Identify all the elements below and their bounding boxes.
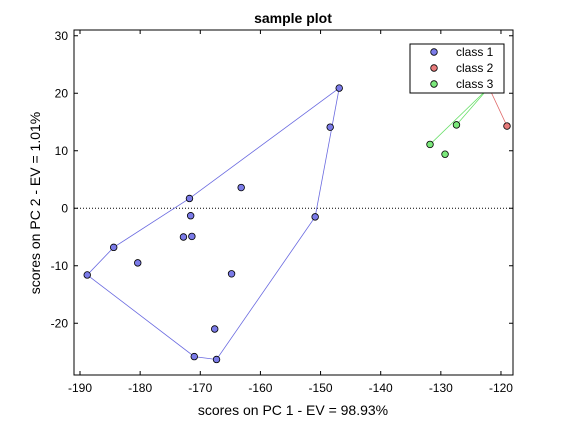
x-tick-label: -120 (489, 381, 513, 395)
x-tick-label: -140 (369, 381, 393, 395)
plot-area (74, 84, 513, 364)
hull-outline-series-0 (86, 87, 340, 360)
legend-marker-0 (430, 48, 438, 56)
legend-marker-2 (430, 80, 438, 88)
data-point-series-2-0 (452, 121, 461, 129)
data-point-series-0-12 (211, 325, 219, 333)
data-point-series-0-13 (190, 352, 198, 361)
y-tick-label: 0 (61, 201, 68, 215)
x-tick-label: -170 (188, 381, 212, 395)
data-point-series-2-2 (426, 140, 434, 149)
legend-box (409, 43, 505, 94)
y-tick-label: -10 (51, 259, 69, 273)
hull-layer (86, 87, 508, 360)
data-point-series-0-4 (185, 194, 194, 203)
x-tick-label: -130 (429, 381, 453, 395)
y-tick-label: -20 (51, 316, 69, 330)
data-point-series-0-11 (83, 271, 91, 279)
data-point-series-0-3 (311, 213, 319, 221)
points-layer (83, 84, 511, 364)
y-axis-label: scores on PC 2 - EV = 1.01% (27, 112, 43, 294)
y-tick-label: 10 (55, 144, 69, 158)
x-tick-label: -190 (68, 381, 92, 395)
data-point-series-0-8 (109, 243, 118, 252)
ticks-layer: -190 -180 -170 -160 -150 -140 -130 -120 -20 -10 0 1… (51, 29, 514, 395)
legend-label: class 1 (456, 45, 494, 59)
connector-line-0 (488, 87, 508, 127)
data-point-series-2-1 (441, 150, 449, 158)
data-point-series-0-0 (335, 84, 343, 92)
chart-title: sample plot (254, 10, 332, 26)
data-point-series-0-5 (186, 212, 195, 220)
y-tick-label: 30 (55, 29, 69, 43)
data-point-series-0-14 (212, 355, 221, 364)
data-point-series-0-6 (188, 232, 196, 241)
x-tick-label: -160 (248, 381, 272, 395)
connector-line-1 (456, 87, 490, 126)
x-tick-label: -180 (128, 381, 152, 395)
legend-label: class 2 (456, 61, 494, 75)
legend: class 1 class 2 class 3 (409, 43, 505, 94)
x-tick-label: -150 (309, 381, 333, 395)
legend-marker-1 (430, 64, 438, 72)
data-point-series-0-7 (179, 233, 188, 241)
connector-line-2 (429, 87, 490, 145)
y-tick-label: 20 (55, 86, 69, 100)
data-point-series-1-0 (503, 122, 511, 130)
data-point-series-0-1 (326, 123, 334, 131)
data-point-series-0-9 (134, 259, 142, 267)
legend-label: class 3 (456, 77, 494, 91)
data-point-series-0-2 (237, 183, 245, 192)
axes-frame (73, 29, 514, 376)
data-point-series-0-10 (227, 270, 236, 278)
x-axis-label: scores on PC 1 - EV = 98.93% (198, 402, 388, 418)
